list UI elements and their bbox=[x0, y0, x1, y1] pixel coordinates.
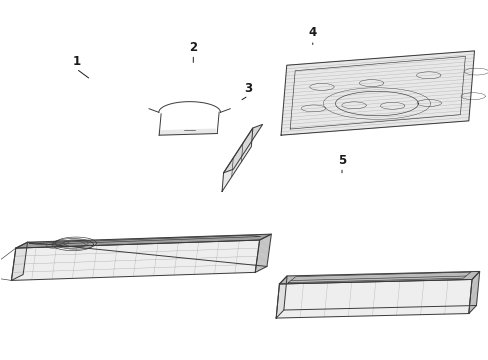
Text: 2: 2 bbox=[189, 41, 197, 54]
Polygon shape bbox=[276, 279, 471, 318]
Polygon shape bbox=[281, 51, 473, 135]
Polygon shape bbox=[222, 128, 252, 192]
Polygon shape bbox=[11, 242, 27, 280]
Polygon shape bbox=[11, 240, 259, 280]
Polygon shape bbox=[223, 125, 262, 173]
Polygon shape bbox=[255, 234, 271, 273]
Polygon shape bbox=[468, 271, 479, 314]
Polygon shape bbox=[279, 271, 479, 284]
Text: 1: 1 bbox=[72, 55, 80, 68]
Polygon shape bbox=[276, 276, 286, 318]
Polygon shape bbox=[159, 129, 215, 135]
Polygon shape bbox=[16, 234, 271, 248]
Text: 5: 5 bbox=[337, 154, 346, 167]
Text: 4: 4 bbox=[308, 27, 316, 40]
Text: 3: 3 bbox=[244, 82, 252, 95]
